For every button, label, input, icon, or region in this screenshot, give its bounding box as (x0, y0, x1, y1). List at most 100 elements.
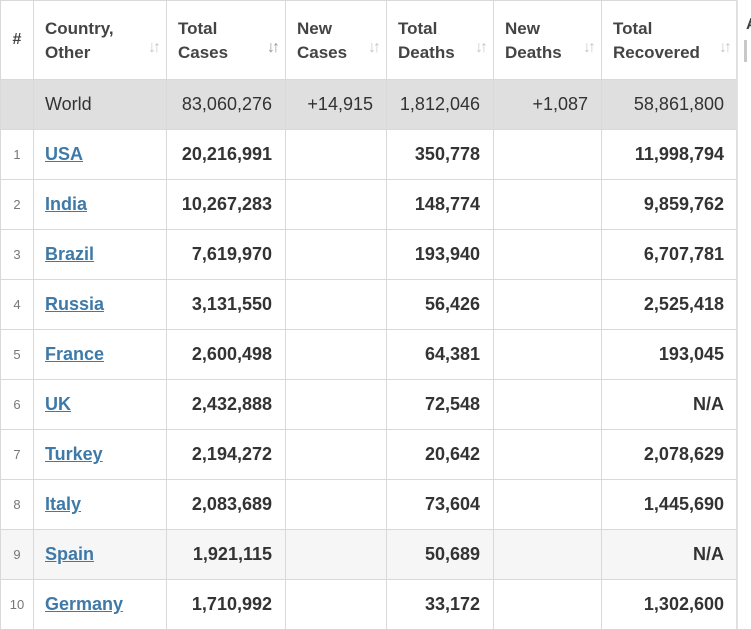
rank-cell: 8 (0, 479, 34, 530)
header-total-cases[interactable]: Total Cases ↓↑ (166, 0, 286, 80)
country-link[interactable]: Turkey (45, 444, 103, 464)
header-total-deaths[interactable]: Total Deaths ↓↑ (386, 0, 494, 80)
total-deaths-cell: 64,381 (386, 329, 494, 380)
total-recovered-cell: 11,998,794 (601, 129, 738, 180)
new-cases-cell (285, 329, 387, 380)
header-total-cases-line2: Cases (178, 43, 229, 62)
total-cases-cell: 2,432,888 (166, 379, 286, 430)
rank-cell: 2 (0, 179, 34, 230)
sort-arrows-icon[interactable]: ↓↑ (583, 39, 596, 56)
new-cases-cell (285, 429, 387, 480)
country-link[interactable]: UK (45, 394, 71, 414)
new-deaths-cell (493, 329, 602, 380)
new-deaths-cell (493, 579, 602, 629)
header-new-cases[interactable]: New Cases ↓↑ (285, 0, 387, 80)
header-total-deaths-line1: Total (398, 19, 438, 38)
total-recovered-cell: 1,302,600 (601, 579, 738, 629)
new-deaths-cell (493, 529, 602, 580)
total-recovered-cell: 1,445,690 (601, 479, 738, 530)
country-cell: Germany (33, 579, 167, 629)
new-deaths-cell (493, 279, 602, 330)
total-recovered-cell: 2,525,418 (601, 279, 738, 330)
country-link[interactable]: India (45, 194, 88, 214)
table-row: 4 Russia 3,131,550 56,426 2,525,418 (0, 279, 751, 330)
total-deaths-cell: 73,604 (386, 479, 494, 530)
header-new-deaths[interactable]: New Deaths ↓↑ (493, 0, 602, 80)
sort-arrows-icon[interactable]: ↓↑ (475, 39, 488, 56)
total-cases-cell: 20,216,991 (166, 129, 286, 180)
world-total-row: World 83,060,276 +14,915 1,812,046 +1,08… (0, 79, 751, 130)
total-recovered-cell: 9,859,762 (601, 179, 738, 230)
sort-arrows-icon[interactable] (744, 40, 747, 62)
total-recovered-cell: N/A (601, 529, 738, 580)
rank-cell: 9 (0, 529, 34, 580)
country-cell: Russia (33, 279, 167, 330)
table-row: 2 India 10,267,283 148,774 9,859,762 (0, 179, 751, 230)
world-name-cell: World (33, 79, 167, 130)
rank-cell: 1 (0, 129, 34, 180)
total-cases-cell: 1,921,115 (166, 529, 286, 580)
new-deaths-cell (493, 229, 602, 280)
country-cell: USA (33, 129, 167, 180)
country-cell: Spain (33, 529, 167, 580)
world-new-deaths: +1,087 (493, 79, 602, 130)
sort-arrows-icon[interactable]: ↓↑ (719, 39, 732, 56)
next-column-edge: A (736, 0, 751, 629)
new-cases-cell (285, 479, 387, 530)
country-cell: Turkey (33, 429, 167, 480)
table-row: 6 UK 2,432,888 72,548 N/A (0, 379, 751, 430)
total-deaths-cell: 50,689 (386, 529, 494, 580)
rank-cell: 3 (0, 229, 34, 280)
new-deaths-cell (493, 129, 602, 180)
country-cell: UK (33, 379, 167, 430)
header-total-recovered[interactable]: Total Recovered ↓↑ (601, 0, 738, 80)
sort-arrows-icon[interactable]: ↓↑ (148, 39, 161, 56)
total-recovered-cell: 2,078,629 (601, 429, 738, 480)
rank-cell: 6 (0, 379, 34, 430)
total-deaths-cell: 193,940 (386, 229, 494, 280)
world-rank-cell (0, 79, 34, 130)
country-link[interactable]: Russia (45, 294, 105, 314)
country-link[interactable]: USA (45, 144, 84, 164)
new-cases-cell (285, 229, 387, 280)
new-cases-cell (285, 179, 387, 230)
country-link[interactable]: France (45, 344, 105, 364)
new-cases-cell (285, 129, 387, 180)
total-deaths-cell: 56,426 (386, 279, 494, 330)
world-total-cases: 83,060,276 (166, 79, 286, 130)
header-rank[interactable]: # (0, 0, 34, 80)
rank-cell: 4 (0, 279, 34, 330)
new-cases-cell (285, 279, 387, 330)
header-total-recovered-line1: Total (613, 19, 653, 38)
total-recovered-cell: 193,045 (601, 329, 738, 380)
total-cases-cell: 2,194,272 (166, 429, 286, 480)
total-cases-cell: 1,710,992 (166, 579, 286, 629)
next-column-header-initial: A (746, 16, 751, 34)
rank-cell: 10 (0, 579, 34, 629)
header-new-cases-line2: Cases (297, 43, 348, 62)
table-row: 9 Spain 1,921,115 50,689 N/A (0, 529, 751, 580)
new-deaths-cell (493, 479, 602, 530)
new-deaths-cell (493, 379, 602, 430)
total-deaths-cell: 350,778 (386, 129, 494, 180)
country-link[interactable]: Spain (45, 544, 95, 564)
header-total-deaths-line2: Deaths (398, 43, 455, 62)
country-link[interactable]: Italy (45, 494, 82, 514)
header-new-deaths-line2: Deaths (505, 43, 562, 62)
total-cases-cell: 3,131,550 (166, 279, 286, 330)
table-row: 5 France 2,600,498 64,381 193,045 (0, 329, 751, 380)
country-cell: Italy (33, 479, 167, 530)
header-country-line1: Country, (45, 19, 114, 38)
header-new-cases-line1: New (297, 19, 332, 38)
header-country[interactable]: Country, Other ↓↑ (33, 0, 167, 80)
new-deaths-cell (493, 429, 602, 480)
country-link[interactable]: Germany (45, 594, 124, 614)
sort-desc-icon[interactable]: ↓↑ (267, 39, 280, 56)
total-deaths-cell: 33,172 (386, 579, 494, 629)
total-cases-cell: 2,083,689 (166, 479, 286, 530)
total-cases-cell: 2,600,498 (166, 329, 286, 380)
world-total-recovered: 58,861,800 (601, 79, 738, 130)
country-link[interactable]: Brazil (45, 244, 95, 264)
total-recovered-cell: 6,707,781 (601, 229, 738, 280)
sort-arrows-icon[interactable]: ↓↑ (368, 39, 381, 56)
